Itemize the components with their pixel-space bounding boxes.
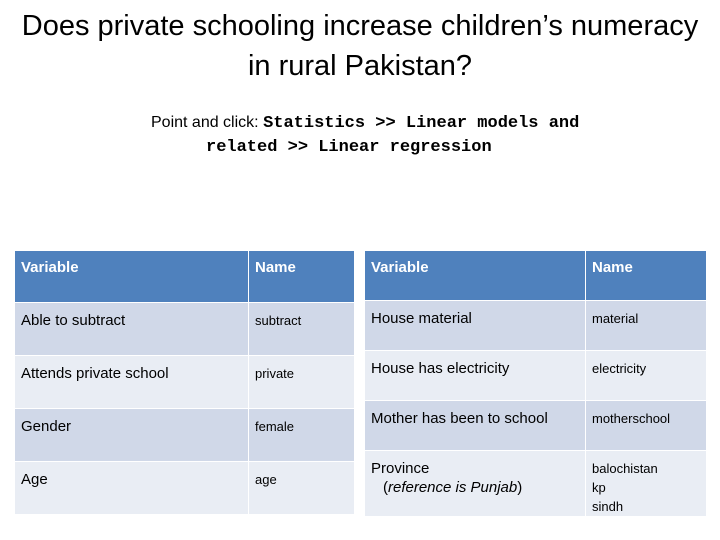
province-reference-note: (reference is Punjab) [383, 479, 523, 496]
name-cell: motherschool [585, 400, 707, 451]
name-cell: female [248, 408, 355, 462]
instruction-line-1: Point and click: Statistics >> Linear mo… [151, 114, 579, 133]
instruction-prefix: Point and click: [151, 114, 264, 131]
table-row: Province (reference is Punjab) balochist… [364, 450, 707, 517]
name-cell: material [585, 300, 707, 351]
name-cell-province: balochistan kp sindh [585, 450, 707, 517]
table-row: Attends private school private [14, 355, 355, 409]
name-cell: subtract [248, 302, 355, 356]
table-row: Mother has been to school motherschool [364, 400, 707, 451]
province-name: sindh [592, 499, 624, 514]
province-label: Province [371, 460, 430, 477]
variables-table-left: Variable Name Able to subtract subtract … [14, 250, 355, 515]
table-row: House material material [364, 300, 707, 351]
slide-title: Does private schooling increase children… [21, 10, 699, 82]
table-header-row: Variable Name [14, 250, 355, 303]
variables-table-right: Variable Name House material material Ho… [364, 250, 707, 517]
menu-path-part-2: related >> Linear regression [206, 138, 492, 157]
name-cell: electricity [585, 350, 707, 401]
variable-cell: House material [364, 300, 586, 351]
instruction-line-2: related >> Linear regression [206, 138, 492, 157]
variable-cell: Attends private school [14, 355, 249, 409]
province-name: balochistan [592, 461, 658, 476]
name-cell: age [248, 461, 355, 515]
table-row: House has electricity electricity [364, 350, 707, 401]
table-header-row: Variable Name [364, 250, 707, 301]
variable-cell: Age [14, 461, 249, 515]
variable-cell: House has electricity [364, 350, 586, 401]
variable-cell: Gender [14, 408, 249, 462]
variable-cell: Mother has been to school [364, 400, 586, 451]
reference-text: reference is Punjab [388, 479, 518, 496]
table-row: Gender female [14, 408, 355, 462]
province-name: kp [592, 480, 606, 495]
variable-cell-province: Province (reference is Punjab) [364, 450, 586, 517]
header-variable: Variable [14, 250, 249, 303]
header-name: Name [248, 250, 355, 303]
variable-cell: Able to subtract [14, 302, 249, 356]
table-row: Able to subtract subtract [14, 302, 355, 356]
header-variable: Variable [364, 250, 586, 301]
name-cell: private [248, 355, 355, 409]
table-row: Age age [14, 461, 355, 515]
menu-path-part-1: Statistics >> Linear models and [263, 114, 580, 133]
header-name: Name [585, 250, 707, 301]
